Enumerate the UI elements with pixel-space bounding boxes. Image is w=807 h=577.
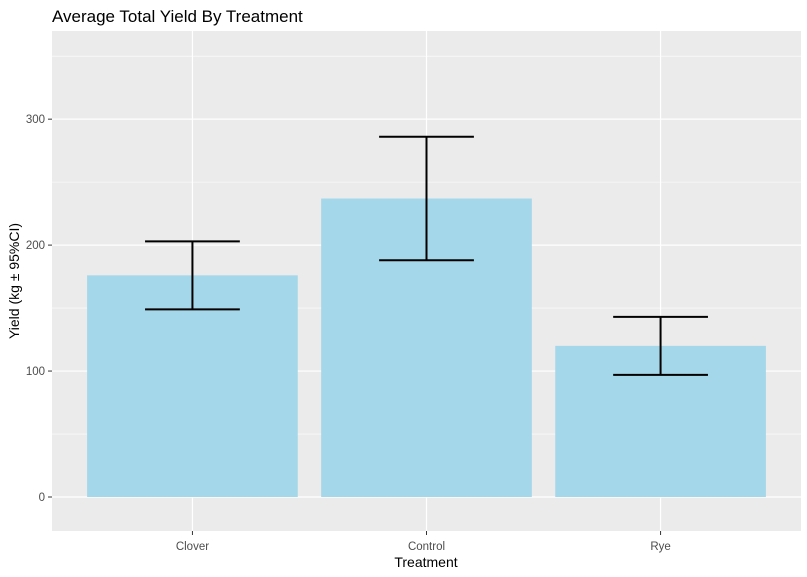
- x-axis: Clover Control Rye: [176, 531, 671, 553]
- error-bar-control: [379, 135, 474, 262]
- y-tick-label: 300: [26, 114, 45, 126]
- y-axis-title: Yield (kg ± 95%CI): [6, 223, 22, 339]
- y-tick-label: 0: [39, 492, 45, 504]
- bar-clover: [87, 275, 298, 497]
- x-tick-label: Rye: [650, 541, 670, 553]
- error-bar-rye: [613, 315, 708, 376]
- x-tick-label: Control: [408, 541, 445, 553]
- chart-title: Average Total Yield By Treatment: [52, 7, 303, 26]
- error-bar-clover: [145, 240, 240, 311]
- error-bars: [145, 135, 708, 376]
- y-tick-label: 100: [26, 366, 45, 378]
- y-axis: 0 100 200 300: [26, 114, 52, 504]
- x-axis-title: Treatment: [394, 554, 457, 570]
- y-tick-label: 200: [26, 240, 45, 252]
- x-tick-label: Clover: [176, 541, 209, 553]
